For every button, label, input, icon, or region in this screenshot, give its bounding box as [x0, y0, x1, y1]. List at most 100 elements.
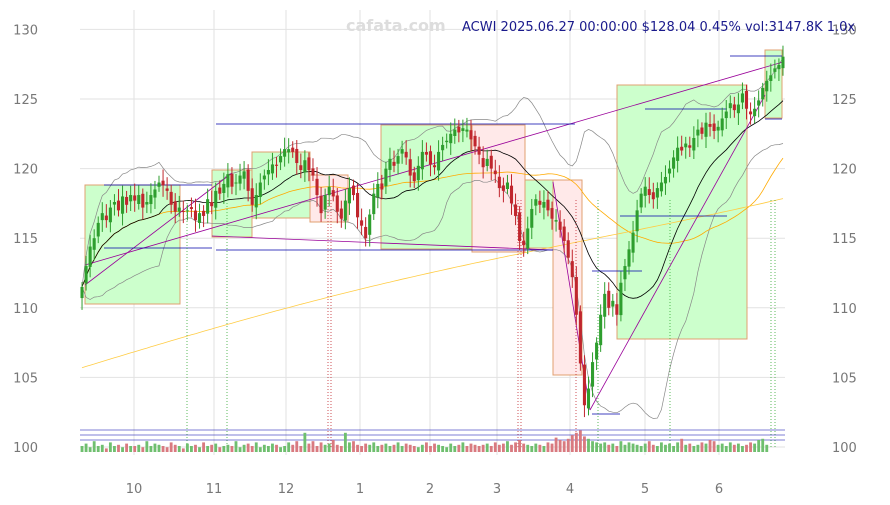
candle-body: [663, 176, 668, 184]
y-tick-label: 130: [832, 23, 857, 38]
volume-bar: [566, 438, 570, 452]
volume-bar: [441, 446, 445, 452]
volume-bar: [615, 446, 619, 452]
volume-bar: [603, 442, 607, 452]
volume-bar: [173, 444, 177, 452]
volume-bar: [360, 446, 364, 452]
candle-body: [424, 151, 428, 155]
y-tick-label: 110: [832, 302, 857, 317]
candle-body: [509, 185, 514, 204]
candle-body: [744, 90, 749, 109]
volume-bar: [145, 441, 149, 452]
candle-body: [757, 100, 761, 106]
volume-bar: [526, 444, 530, 452]
volume-bar: [250, 446, 254, 452]
volume-bar: [449, 443, 453, 452]
candle-body: [96, 222, 100, 237]
candle-body: [242, 171, 246, 179]
volume-bar: [664, 444, 667, 452]
volume-bar: [388, 446, 392, 452]
candle-body: [331, 190, 335, 197]
volume-bar: [352, 441, 355, 452]
candle-body: [453, 129, 457, 136]
volume-bar: [481, 444, 485, 452]
candle-body: [643, 186, 647, 196]
y-axis-left: 100 105 110 115 120 125 130: [13, 23, 38, 456]
volume-bar: [96, 446, 100, 452]
candle-body: [400, 149, 404, 154]
candle-body: [514, 204, 518, 216]
volume-bar: [323, 444, 327, 452]
candle-body: [206, 199, 210, 214]
volume-bar: [153, 443, 157, 452]
volume-bar: [562, 441, 566, 452]
candle-body: [112, 202, 116, 205]
candle-body: [591, 362, 595, 387]
volume-bar: [287, 442, 291, 452]
volume-bar: [408, 444, 412, 452]
candle-body: [238, 175, 242, 184]
candle-body: [647, 189, 651, 196]
volume-bar: [696, 444, 700, 452]
volume-bar: [121, 447, 124, 452]
volume-bar: [117, 444, 120, 452]
candle-body: [384, 168, 388, 187]
volume-bar: [100, 444, 104, 452]
x-tick-label: 1: [356, 482, 364, 497]
candle-body: [173, 201, 177, 212]
y-tick-label: 120: [832, 163, 857, 178]
volume-bar: [728, 442, 732, 452]
volume-bar: [335, 444, 339, 452]
volume-bar: [214, 443, 218, 452]
volume-bar: [84, 443, 88, 452]
y-tick-label: 105: [832, 371, 857, 386]
y-tick-label: 120: [13, 163, 38, 178]
watermark: cafata.com: [346, 16, 446, 35]
volume-bar: [445, 447, 449, 452]
candle-body: [485, 158, 489, 167]
candle-body: [732, 104, 736, 111]
x-tick-label: 3: [493, 482, 501, 497]
volume-bar: [279, 447, 282, 452]
candle-body: [469, 130, 473, 140]
volume-bar: [489, 446, 493, 452]
candle-body: [724, 111, 728, 119]
candle-body: [287, 149, 291, 153]
volume-bar: [578, 430, 582, 452]
volume-bar: [676, 442, 680, 452]
candle-body: [214, 190, 218, 208]
volume-bar: [339, 446, 343, 452]
volume-bar: [497, 444, 501, 452]
candle-body: [708, 123, 712, 127]
volume-bar: [194, 444, 197, 452]
volume-bar: [283, 446, 287, 452]
candle-body: [376, 183, 380, 198]
candle-body: [356, 192, 360, 218]
volume-bar: [501, 443, 505, 452]
candle-body: [428, 151, 433, 165]
volume-bar: [453, 446, 457, 452]
volume-bar: [530, 446, 534, 452]
candle-body: [266, 169, 270, 175]
volume-bar: [104, 448, 108, 452]
volume-bar: [376, 446, 380, 452]
volume-bar: [137, 444, 141, 452]
candle-body: [595, 342, 599, 360]
candle-body: [133, 195, 137, 201]
candle-body: [530, 208, 534, 228]
candles: [80, 45, 785, 418]
candle-body: [149, 195, 153, 205]
volume-bar: [412, 446, 416, 452]
candle-body: [461, 128, 465, 131]
candle-body: [692, 137, 696, 151]
volume-bar: [655, 446, 659, 452]
volume-bar: [222, 446, 226, 452]
candle-body: [145, 202, 149, 205]
candle-body: [736, 104, 740, 114]
volume-bar: [400, 446, 404, 452]
volume-bar: [315, 446, 319, 452]
candle-body: [688, 145, 692, 148]
candle-body: [222, 183, 226, 193]
volume-bar: [473, 444, 477, 452]
